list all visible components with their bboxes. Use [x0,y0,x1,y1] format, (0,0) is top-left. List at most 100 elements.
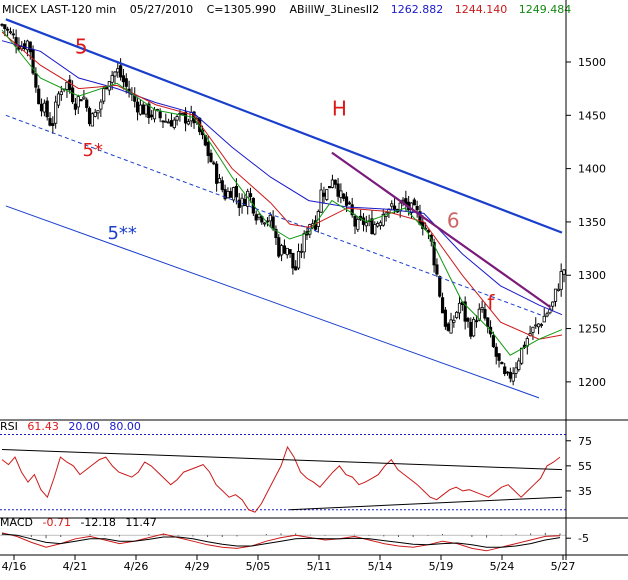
candle-body [285,247,289,256]
moving-average-line [1,29,563,356]
candle-body [257,213,261,218]
macd-value: -0.71 [42,516,70,529]
candle-body [65,81,69,90]
candle-body [212,162,216,165]
candle-body [440,297,445,314]
candle-body [234,185,239,198]
candle-body [392,205,397,210]
x-tick-label: 4/29 [185,560,210,573]
candle-body [25,40,30,51]
candle-body [254,214,258,221]
candle-body [474,320,479,323]
candle-body [548,308,552,314]
candle-body [11,33,15,36]
candle-body [102,88,106,102]
rsi-low-level: 20.00 [68,420,100,433]
candle-body [364,222,368,227]
candle-body [294,266,298,271]
candle-body [325,189,329,200]
candle-body [121,75,126,83]
candle-body [483,309,487,319]
candle-body [3,24,7,30]
candle-body [135,101,140,113]
candle-body [229,191,233,198]
candle-body [491,335,495,347]
candle-body [110,75,114,83]
candle-body [226,190,230,199]
candle-body [353,216,357,227]
candle-body [164,120,168,123]
price-header: MICEX LAST-120 min 05/27/2010 C=1305.990… [2,3,571,16]
candle-body [435,264,439,275]
candle-body [536,323,541,328]
candle-body [169,120,174,127]
candle-body [539,324,544,326]
candle-body [28,41,32,53]
candle-body [277,237,281,257]
candle-body [559,271,563,290]
candle-body [99,101,103,110]
candle-body [144,104,148,115]
candle-body [339,190,343,198]
candle-body [54,101,58,124]
candle-body [119,65,123,78]
candle-body [39,103,44,112]
candle-body [466,318,470,322]
macd-hist-value: 11.47 [125,516,157,529]
candle-body [215,163,219,184]
candle-body [302,233,306,253]
candle-body [494,346,498,357]
candle-body [124,78,128,87]
rsi-high-level: 80.00 [109,420,141,433]
candle-body [175,116,179,121]
candle-body [96,110,100,114]
candle-body [183,111,188,124]
candle-body [551,301,555,307]
x-tick-label: 5/05 [246,560,271,573]
chart-annotation: 5 [75,34,88,58]
candle-body [508,371,512,379]
candle-body [85,99,89,108]
candle-body [76,96,80,108]
macd-header: MACD -0.71 -12.18 11.47 [0,516,157,529]
y-tick-label: 1200 [578,376,606,389]
candle-body [217,178,222,184]
macd-tick-label: -5 [578,532,589,545]
candle-body [378,222,383,226]
candle-body [271,216,275,230]
candle-body [45,100,49,118]
indicator-name: ABillW_3LinesII2 [290,3,380,16]
trendline [5,18,563,234]
candle-body [158,111,162,119]
candle-body [438,276,442,297]
candle-body [209,152,213,163]
candle-body [138,104,142,115]
candle-body [279,245,284,256]
candle-body [486,317,490,328]
rsi-name: RSI [0,420,18,433]
candle-body [48,118,52,126]
candle-body [268,214,272,222]
candle-body [553,288,558,302]
candle-body [6,28,10,31]
candle-body [330,179,335,188]
candle-body [412,199,416,206]
candle-body [531,326,535,333]
candle-body [390,203,394,207]
candle-body [477,308,481,321]
rsi-trendline [1,449,563,471]
chart-annotation: H [332,96,347,120]
candle-body [452,319,456,323]
candle-body [381,213,385,226]
candle-body [556,288,560,292]
rsi-trendline [289,496,563,511]
candle-body [0,23,4,26]
candle-body [223,189,227,200]
trendline [5,114,543,317]
candle-body [237,199,241,208]
candle-body [231,187,236,201]
